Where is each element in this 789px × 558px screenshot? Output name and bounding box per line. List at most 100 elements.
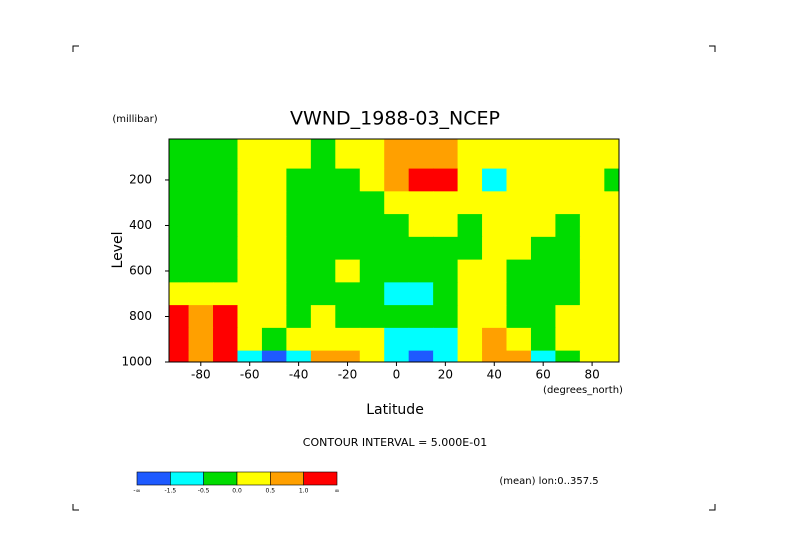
field-cell xyxy=(530,259,556,283)
field-cell xyxy=(408,305,434,329)
field-cell xyxy=(213,327,238,352)
field-cell xyxy=(482,327,507,352)
field-cell xyxy=(579,259,605,283)
field-cell xyxy=(530,327,556,352)
field-cell xyxy=(188,327,214,352)
field-cell xyxy=(237,350,263,363)
x-unit-label: (degrees_north) xyxy=(543,385,623,396)
field-cell xyxy=(359,236,385,261)
field-cell xyxy=(286,191,312,215)
field-cell xyxy=(286,282,312,306)
field-cell xyxy=(359,168,385,192)
note: (mean) lon:0..357.5 xyxy=(499,476,598,487)
field-cell xyxy=(310,259,336,283)
field-cell xyxy=(408,191,434,215)
contour-field xyxy=(169,139,620,363)
y-tick-label: 1000 xyxy=(121,355,152,369)
field-cell xyxy=(506,139,532,170)
field-cell xyxy=(555,305,581,329)
field-cell xyxy=(555,282,581,306)
field-cell xyxy=(335,139,361,170)
field-cell xyxy=(286,139,312,170)
field-cell xyxy=(310,236,336,261)
field-cell xyxy=(604,236,620,261)
field-cell xyxy=(433,259,459,283)
field-cell xyxy=(261,139,287,170)
field-cell xyxy=(506,236,532,261)
field-cell xyxy=(457,282,483,306)
field-cell xyxy=(530,282,556,306)
field-cell xyxy=(169,214,190,238)
field-cell xyxy=(359,191,385,215)
field-cell xyxy=(213,259,238,283)
field-cell xyxy=(555,350,581,363)
field-cell xyxy=(335,259,361,283)
field-cell xyxy=(530,168,556,192)
field-cell xyxy=(482,259,507,283)
colorbar-label: -0.5 xyxy=(198,488,210,495)
field-cell xyxy=(433,327,459,352)
x-tick-label: -20 xyxy=(338,368,358,382)
colorbar-swatch xyxy=(270,471,304,486)
colorbar-label: -∞ xyxy=(133,488,140,495)
field-cell xyxy=(188,305,214,329)
field-cell xyxy=(457,191,483,215)
field-cell xyxy=(530,139,556,170)
field-cell xyxy=(335,168,361,192)
y-tick-label: 600 xyxy=(129,263,152,277)
field-cell xyxy=(457,305,483,329)
field-cell xyxy=(457,168,483,192)
field-cell xyxy=(213,191,238,215)
field-cell xyxy=(310,139,336,170)
field-cell xyxy=(335,282,361,306)
field-cell xyxy=(579,282,605,306)
field-cell xyxy=(482,236,507,261)
field-cell xyxy=(169,168,190,192)
field-cell xyxy=(604,282,620,306)
colorbar-swatch xyxy=(136,471,171,486)
field-cell xyxy=(482,168,507,192)
x-tick-label: -40 xyxy=(289,368,309,382)
field-cell xyxy=(237,327,263,352)
field-cell xyxy=(213,236,238,261)
field-cell xyxy=(359,305,385,329)
field-cell xyxy=(457,214,483,238)
field-cell xyxy=(506,282,532,306)
field-cell xyxy=(261,259,287,283)
field-cell xyxy=(433,139,459,170)
field-cell xyxy=(384,139,410,170)
field-cell xyxy=(261,214,287,238)
field-cell xyxy=(188,259,214,283)
field-cell xyxy=(286,259,312,283)
field-cell xyxy=(506,168,532,192)
field-cell xyxy=(579,191,605,215)
field-cell xyxy=(286,168,312,192)
field-cell xyxy=(169,350,190,363)
field-cell xyxy=(457,327,483,352)
field-cell xyxy=(169,139,190,170)
field-cell xyxy=(482,191,507,215)
field-cell xyxy=(408,214,434,238)
field-cell xyxy=(213,350,238,363)
field-cell xyxy=(188,168,214,192)
field-cell xyxy=(286,236,312,261)
field-cell xyxy=(604,214,620,238)
field-cell xyxy=(384,191,410,215)
field-cell xyxy=(457,350,483,363)
field-cell xyxy=(506,327,532,352)
field-cell xyxy=(604,168,620,192)
field-cell xyxy=(579,327,605,352)
y-tick-label: 800 xyxy=(129,309,152,323)
field-cell xyxy=(604,305,620,329)
colorbar-label: 0.5 xyxy=(266,488,276,495)
field-cell xyxy=(482,305,507,329)
field-cell xyxy=(433,214,459,238)
x-axis-label: Latitude xyxy=(366,402,424,418)
field-cell xyxy=(169,327,190,352)
field-cell xyxy=(555,214,581,238)
field-cell xyxy=(433,282,459,306)
field-cell xyxy=(433,168,459,192)
field-cell xyxy=(359,282,385,306)
field-cell xyxy=(579,350,605,363)
field-cell xyxy=(237,214,263,238)
